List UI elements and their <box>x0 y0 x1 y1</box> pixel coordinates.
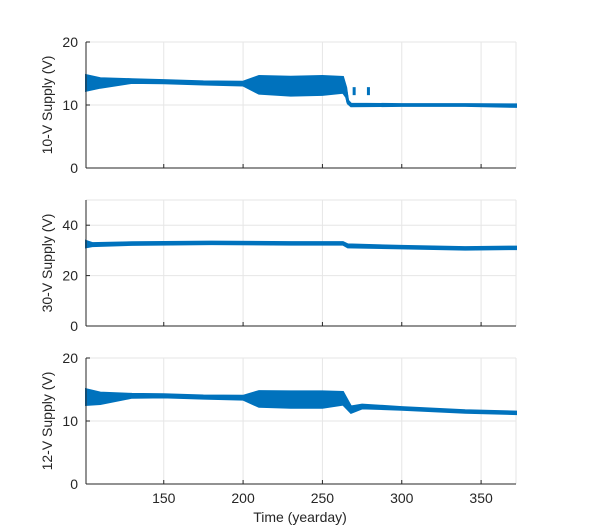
y-tick-label: 0 <box>70 476 78 492</box>
series-line <box>85 394 517 415</box>
y-tick-label: 20 <box>62 350 78 366</box>
y-axis-label: 10-V Supply (V) <box>39 56 55 155</box>
y-axis-label: 30-V Supply (V) <box>39 214 55 313</box>
x-tick-label: 200 <box>231 490 255 506</box>
x-tick-label: 150 <box>152 490 176 506</box>
y-axis-label: 12-V Supply (V) <box>39 372 55 471</box>
y-tick-label: 20 <box>62 268 78 284</box>
y-tick-label: 0 <box>70 318 78 334</box>
x-tick-label: 250 <box>311 490 335 506</box>
series-band <box>85 73 517 108</box>
y-tick-label: 10 <box>62 97 78 113</box>
y-tick-label: 20 <box>62 34 78 50</box>
series-line <box>86 79 517 108</box>
x-axis-label: Time (yearday) <box>253 509 347 525</box>
outlier-point <box>366 87 370 96</box>
x-tick-label: 350 <box>469 490 493 506</box>
y-tick-label: 0 <box>70 160 78 176</box>
panel-3: 0 10 20 150 200 250 300 350 12-V Supply (V) <box>39 350 517 506</box>
panel-2: 0 20 40 30-V Supply (V) <box>39 199 517 334</box>
y-tick-label: 10 <box>62 413 78 429</box>
series-line <box>85 241 517 250</box>
panels: 0 10 20 10-V Supply (V) 0 20 40 30-V Supply (V)… <box>39 34 517 506</box>
y-tick-label: 40 <box>62 217 78 233</box>
x-tick-label: 300 <box>390 490 414 506</box>
outlier-point <box>352 87 356 96</box>
panel-1: 0 10 20 10-V Supply (V) <box>39 34 517 176</box>
